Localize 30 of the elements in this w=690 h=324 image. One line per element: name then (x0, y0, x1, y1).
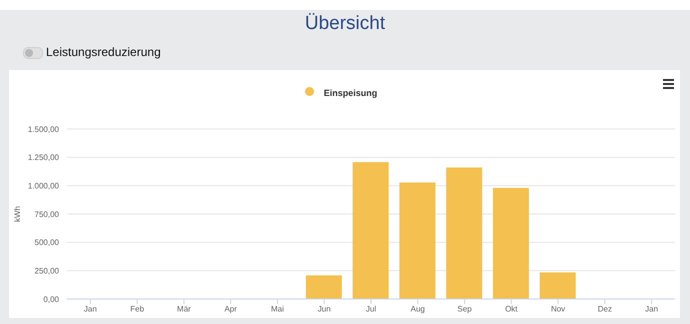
x-tick-label: Aug (410, 304, 425, 314)
text: Leistungsreduzierung (46, 45, 161, 59)
bar (446, 168, 482, 299)
y-tick-label: 1.250,00 (28, 153, 60, 162)
y-tick-label: 750,00 (34, 210, 60, 219)
legend-label: Einspeisung (324, 88, 378, 98)
y-tick-label: 1.000,00 (28, 182, 60, 191)
bar (492, 188, 529, 299)
y-tick-label: 1.500,00 (28, 124, 60, 134)
y-tick-label: 250,00 (34, 266, 60, 276)
chart-title: Übersicht (304, 13, 386, 35)
bar (399, 182, 436, 299)
x-tick-label: Apr (224, 304, 238, 314)
bar (352, 162, 389, 299)
x-tick-label: Mai (271, 304, 284, 314)
x-tick-label: Sep (457, 304, 472, 314)
y-tick-label: 500,00 (34, 238, 60, 248)
x-tick-label: Feb (130, 304, 145, 314)
x-tick-label: Nov (550, 304, 566, 314)
x-tick-label: Jun (318, 304, 331, 314)
y-axis-title: kWh (12, 206, 22, 222)
x-tick-label: Jan (84, 304, 97, 314)
x-tick-label: Mär (177, 304, 192, 314)
x-tick-label: Jan (645, 304, 658, 314)
x-tick-label: Jul (366, 304, 376, 314)
x-tick-label: Dez (598, 304, 612, 314)
bar (306, 275, 342, 299)
y-tick-label: 0,00 (43, 294, 60, 304)
x-tick-label: Okt (505, 304, 518, 314)
bar (540, 272, 576, 299)
